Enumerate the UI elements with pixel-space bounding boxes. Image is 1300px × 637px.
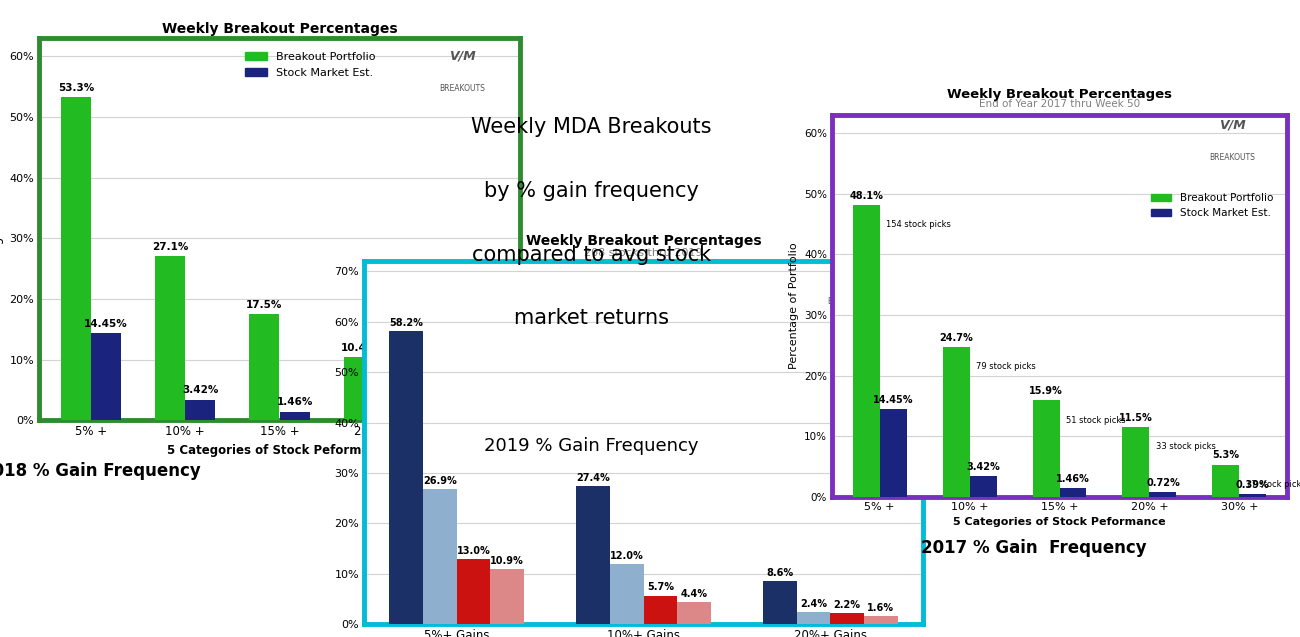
Text: 17.5%: 17.5% — [246, 300, 282, 310]
Text: 79 stock picks: 79 stock picks — [976, 362, 1036, 371]
Text: 0.39%: 0.39% — [1236, 480, 1270, 490]
Text: 154 stock picks: 154 stock picks — [887, 220, 950, 229]
Bar — [864, 616, 897, 624]
Text: 11.5%: 11.5% — [1119, 413, 1153, 423]
Bar — [1149, 492, 1176, 497]
Text: V/M: V/M — [1219, 118, 1245, 131]
Text: 13.0%: 13.0% — [456, 546, 490, 555]
Text: 2017 % Gain  Frequency: 2017 % Gain Frequency — [920, 539, 1147, 557]
Text: compared to avg stock: compared to avg stock — [472, 245, 711, 265]
Text: 4.4%: 4.4% — [680, 589, 707, 599]
Text: 26.9%: 26.9% — [422, 476, 456, 485]
Bar — [644, 596, 677, 624]
Bar — [155, 256, 186, 420]
Text: 14.45%: 14.45% — [872, 395, 914, 405]
Text: 8.6%: 8.6% — [766, 568, 793, 578]
Bar — [1032, 401, 1060, 497]
Bar — [390, 331, 422, 624]
Text: 10.4%: 10.4% — [341, 343, 377, 353]
Text: BREAKOUTS: BREAKOUTS — [827, 297, 874, 306]
Bar — [438, 392, 468, 420]
Text: 27.1%: 27.1% — [152, 242, 188, 252]
X-axis label: 5 Categories of Stock Peformance: 5 Categories of Stock Peformance — [166, 444, 393, 457]
Text: 0.72%: 0.72% — [370, 402, 407, 412]
Text: 3.42%: 3.42% — [182, 385, 218, 396]
Text: BREAKOUTS: BREAKOUTS — [439, 84, 485, 93]
Bar — [576, 486, 610, 624]
Bar — [61, 97, 91, 420]
Bar — [942, 347, 970, 497]
Text: 53.3%: 53.3% — [57, 83, 94, 93]
Text: Weekly MDA Breakouts: Weekly MDA Breakouts — [471, 117, 712, 138]
Bar — [250, 314, 280, 420]
Bar — [763, 581, 797, 624]
Text: End of Year 2017 thru Week 50: End of Year 2017 thru Week 50 — [979, 99, 1140, 110]
Bar — [1213, 465, 1239, 497]
Legend: Breakout Portfolio, Stock Market Est.: Breakout Portfolio, Stock Market Est. — [1147, 189, 1277, 222]
Text: 27.4%: 27.4% — [576, 473, 610, 483]
Text: 2.2%: 2.2% — [833, 600, 861, 610]
Bar — [456, 559, 490, 624]
Bar — [373, 416, 404, 420]
Bar — [91, 333, 121, 420]
Bar — [853, 205, 880, 497]
Bar — [1239, 494, 1266, 497]
Bar — [468, 418, 498, 420]
Text: 4.6%: 4.6% — [438, 378, 468, 389]
Bar — [490, 569, 524, 624]
Text: 2018 % Gain Frequency: 2018 % Gain Frequency — [0, 462, 202, 480]
Bar — [677, 602, 711, 624]
Text: 5.3%: 5.3% — [1213, 450, 1239, 461]
X-axis label: 5 Categories of Stock Peformance: 5 Categories of Stock Peformance — [953, 517, 1166, 527]
Bar — [1060, 488, 1087, 497]
Bar — [422, 489, 456, 624]
Text: V/M: V/M — [448, 50, 476, 62]
Text: 0.39%: 0.39% — [465, 404, 500, 414]
Bar — [343, 357, 373, 420]
Text: 51 stock picks: 51 stock picks — [1066, 415, 1126, 425]
Text: 24.7%: 24.7% — [939, 333, 972, 343]
Title: Weekly Breakout Percentages: Weekly Breakout Percentages — [161, 22, 398, 36]
Bar — [880, 409, 906, 497]
Bar — [186, 399, 216, 420]
Text: BREAKOUTS: BREAKOUTS — [1209, 153, 1256, 162]
Text: 12.0%: 12.0% — [610, 551, 644, 561]
Text: 10.9%: 10.9% — [490, 556, 524, 566]
Text: 2019 % Gain Frequency: 2019 % Gain Frequency — [484, 437, 699, 455]
Text: V/M: V/M — [837, 265, 863, 278]
Text: 5.7%: 5.7% — [647, 582, 673, 592]
Text: 15.9%: 15.9% — [1030, 386, 1063, 396]
Bar — [1122, 427, 1149, 497]
Legend: Breakout Portfolio, Stock Market Est.: Breakout Portfolio, Stock Market Est. — [240, 48, 380, 82]
Bar — [831, 613, 865, 624]
Text: 48.1%: 48.1% — [849, 191, 883, 201]
Y-axis label: Percentage of Portfolio: Percentage of Portfolio — [789, 243, 798, 369]
Text: 1.46%: 1.46% — [1056, 474, 1089, 483]
Text: 33 stock picks: 33 stock picks — [1156, 442, 1216, 451]
Bar — [970, 476, 997, 497]
Text: 1.6%: 1.6% — [867, 603, 894, 613]
Text: 3.42%: 3.42% — [966, 462, 1000, 472]
Text: 0.72%: 0.72% — [1147, 478, 1180, 488]
Bar — [610, 564, 644, 624]
Text: 14.45%: 14.45% — [84, 318, 127, 329]
Bar — [797, 612, 831, 624]
Title: Weekly Breakout Percentages: Weekly Breakout Percentages — [946, 88, 1173, 101]
Bar — [280, 412, 309, 420]
Text: 58.2%: 58.2% — [389, 318, 424, 327]
Text: 1.46%: 1.46% — [277, 397, 313, 407]
Text: by % gain frequency: by % gain frequency — [484, 181, 699, 201]
Text: 17 stock picks: 17 stock picks — [1245, 480, 1300, 489]
Title: Weekly Breakout Percentages: Weekly Breakout Percentages — [525, 234, 762, 248]
Text: 2.4%: 2.4% — [800, 599, 827, 609]
Y-axis label: Percentage of Portfolio: Percentage of Portfolio — [0, 162, 4, 296]
Text: market returns: market returns — [514, 308, 670, 329]
Text: 208 stocks thru 2019: 208 stocks thru 2019 — [584, 248, 703, 259]
